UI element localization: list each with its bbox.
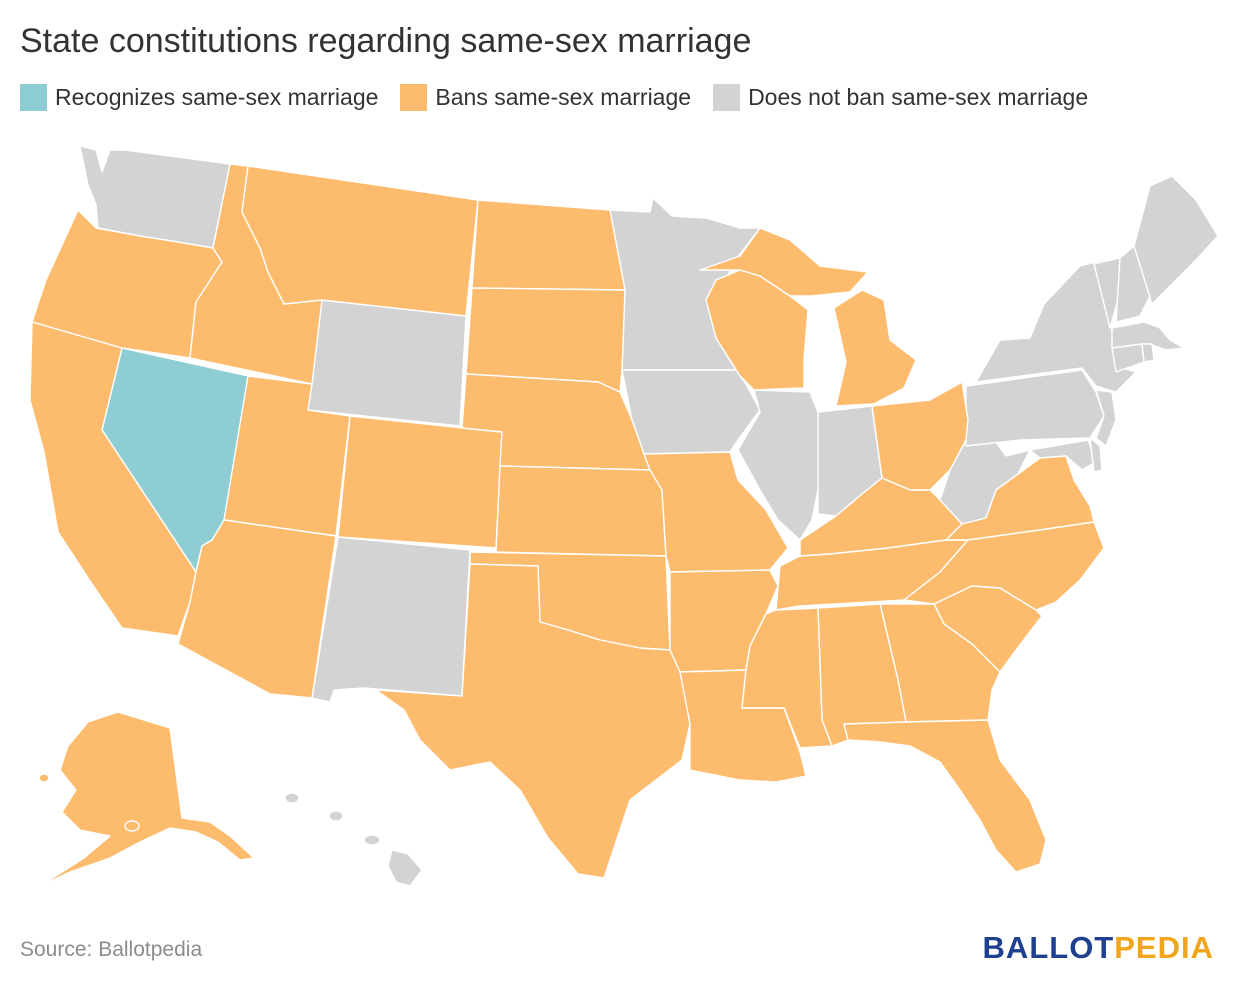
chart-title: State constitutions regarding same-sex m… [20,22,752,60]
state-alaska [39,711,255,887]
state-michigan-upper [699,227,869,297]
state-kansas [495,465,667,557]
state-california [29,321,197,637]
state-connecticut [1111,343,1145,373]
bans-states [29,163,1105,887]
state-delaware [1089,437,1103,473]
state-hawaii-oahu [328,810,344,822]
state-texas [375,563,691,879]
state-arizona [177,519,337,699]
state-wyoming [307,299,467,427]
legend-swatch-no-ban [713,84,741,111]
legend-label-no-ban: Does not ban same-sex marriage [748,84,1089,110]
state-new-hampshire [1115,245,1151,323]
state-alaska-island [38,773,50,783]
legend-item-bans: Bans same-sex marriage [400,84,691,111]
state-montana [241,165,479,317]
legend-item-recognizes: Recognizes same-sex marriage [20,84,378,111]
source-note: Source: Ballotpedia [20,938,203,961]
state-maine [1133,175,1219,305]
state-pennsylvania [965,369,1105,447]
us-map [29,145,1219,887]
state-north-dakota [471,199,626,291]
no-ban-states [79,145,1219,887]
logo-part-pedia: PEDIA [1114,930,1214,965]
legend: Recognizes same-sex marriage Bans same-s… [20,84,1088,111]
state-new-jersey [1095,389,1117,447]
state-hawaii-maui [363,834,381,846]
state-michigan-lower [833,289,917,407]
state-colorado [337,415,503,549]
state-florida [843,719,1047,873]
legend-label-bans: Bans same-sex marriage [435,84,692,110]
state-hawaii-kauai [284,792,300,804]
legend-label-recognizes: Recognizes same-sex marriage [55,84,379,110]
state-iowa [621,369,761,455]
state-new-mexico [311,536,471,703]
state-hawaii-big-island [387,849,423,887]
legend-swatch-bans [400,84,428,111]
state-mississippi [741,607,833,749]
logo-part-ballot: BALLOT [982,930,1115,965]
state-rhode-island [1141,343,1155,363]
state-alaska-kodiak [124,820,140,832]
ballotpedia-logo: BALLOTPEDIA [983,930,1214,966]
legend-swatch-recognizes [20,84,47,111]
legend-item-no-ban: Does not ban same-sex marriage [713,84,1088,111]
